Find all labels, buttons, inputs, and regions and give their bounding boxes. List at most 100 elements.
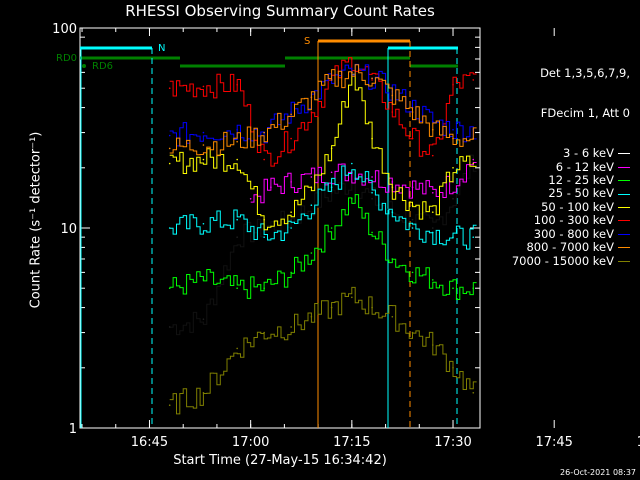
series-line [169,57,477,167]
data-point [452,128,454,131]
data-point [168,87,171,90]
data-point [236,128,238,131]
data-point [263,131,265,134]
legend-label: 25 - 50 keV [548,186,614,201]
legend-swatch [618,247,630,249]
legend-swatch [618,180,630,182]
chart-title: RHESSI Observing Summary Count Rates [125,2,435,20]
x-tick-label: 16:45 [131,435,168,450]
legend-swatch [618,233,630,235]
data-point [452,197,454,200]
data-point [411,331,414,334]
data-point [330,147,333,150]
y-tick-label: 1 [69,422,77,437]
data-point [330,227,333,229]
data-point [236,347,238,350]
data-point [236,158,238,161]
series-line [169,194,477,300]
data-point [472,236,475,238]
data-point [202,279,205,281]
legend-entry: 100 - 300 keV [512,213,630,227]
data-point [371,197,373,200]
data-point [431,279,434,281]
data-point [391,211,394,213]
legend-entry: 800 - 7000 keV [512,240,630,254]
data-point [310,96,313,99]
data-point [351,71,353,74]
series-line [169,165,477,250]
data-point [168,287,171,290]
data-point [330,306,333,309]
data-point [310,111,313,113]
data-point [391,315,394,318]
plot-frame [79,27,481,429]
data-point [411,204,414,207]
legend-swatch [618,220,630,222]
data-point [330,79,333,81]
legend-swatch [618,193,630,195]
legend-header-line-1: Det 1,3,5,6,7,9, [540,65,630,80]
data-point [411,227,414,229]
x-tick-label: 17:45 [535,435,572,450]
data-point [290,227,292,229]
data-point [310,204,313,207]
data-point [452,236,454,238]
data-point [391,181,394,183]
data-point [290,111,292,113]
rd0-label: RD0 [56,53,77,64]
data-point [290,271,292,274]
data-point [431,227,434,229]
data-point [249,197,252,200]
legend-entry: 12 - 25 keV [512,173,630,188]
legend: Det 1,3,5,6,7,9, FDecim 1, Att 0 3 - 6 k… [512,40,630,281]
legend-entry: 25 - 50 keV [512,187,630,200]
data-point [202,391,205,394]
legend-swatch [618,207,630,209]
data-point [452,287,454,290]
data-point [371,137,373,140]
data-point [351,58,353,60]
data-point [168,326,171,328]
legend-entry: 7000 - 15000 keV [512,254,630,268]
data-point [351,162,353,165]
legend-entry: 300 - 800 keV [512,226,630,241]
data-point [310,186,313,188]
data-point [371,191,373,194]
x-tick-label: 17:15 [333,435,370,450]
data-point [263,287,265,290]
legend-swatch [618,260,630,262]
data-point [431,120,434,123]
data-point [472,287,475,290]
data-point [472,137,475,140]
data-point [168,227,171,229]
data-point [472,162,475,165]
x-tick-label: 18:00 [637,435,640,450]
data-point [391,186,394,188]
data-point [290,181,292,183]
data-point [431,154,434,157]
data-point [202,131,205,134]
data-point [290,218,292,221]
data-point [472,391,475,394]
x-tick-label: 17:00 [232,435,269,450]
legend-label: 300 - 800 keV [533,226,614,241]
data-point [236,236,238,238]
data-point [452,366,454,369]
data-point [472,158,475,161]
data-point [263,158,265,161]
data-point [263,331,265,334]
data-point [431,191,434,194]
data-point [168,162,171,165]
data-point [411,137,414,140]
legend-label: 12 - 25 keV [548,173,614,188]
series-line [169,63,477,147]
data-point [411,271,414,274]
series-line [169,286,477,415]
rd6-marker [82,64,86,68]
data-point [202,222,205,225]
data-point [310,252,313,254]
data-point [351,197,353,200]
legend-entry: 50 - 100 keV [512,200,630,214]
y-tick-label: 10 [60,222,77,237]
